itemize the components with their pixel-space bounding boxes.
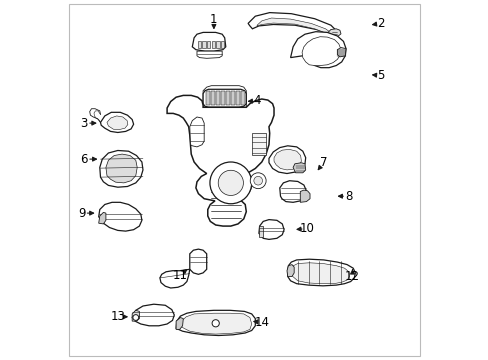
Polygon shape: [216, 41, 219, 48]
Circle shape: [133, 315, 139, 320]
Polygon shape: [211, 91, 214, 105]
Polygon shape: [292, 163, 305, 173]
Polygon shape: [300, 190, 309, 202]
Text: 1: 1: [210, 13, 217, 26]
Polygon shape: [205, 91, 209, 105]
Text: 14: 14: [254, 316, 269, 329]
Polygon shape: [258, 226, 263, 237]
Circle shape: [250, 173, 265, 189]
Polygon shape: [211, 41, 215, 48]
Text: 5: 5: [377, 69, 384, 82]
Polygon shape: [273, 149, 301, 170]
Polygon shape: [167, 95, 273, 226]
Circle shape: [209, 162, 251, 204]
Polygon shape: [101, 112, 133, 132]
Text: 11: 11: [172, 269, 187, 282]
Polygon shape: [257, 18, 331, 34]
Polygon shape: [100, 150, 142, 187]
Polygon shape: [132, 310, 139, 321]
Polygon shape: [247, 13, 337, 37]
Polygon shape: [225, 91, 229, 105]
Polygon shape: [203, 86, 246, 108]
Text: 4: 4: [253, 94, 260, 107]
Polygon shape: [290, 32, 346, 68]
Polygon shape: [160, 269, 189, 288]
Polygon shape: [203, 89, 246, 107]
Text: 9: 9: [78, 207, 85, 220]
Polygon shape: [192, 32, 225, 51]
Polygon shape: [197, 51, 222, 58]
Polygon shape: [302, 37, 340, 66]
Polygon shape: [241, 91, 244, 105]
Polygon shape: [236, 91, 239, 105]
Polygon shape: [202, 41, 205, 48]
Polygon shape: [216, 91, 219, 105]
Circle shape: [218, 170, 243, 195]
Polygon shape: [279, 181, 306, 202]
Polygon shape: [132, 304, 174, 326]
Polygon shape: [189, 117, 204, 147]
Text: 2: 2: [377, 17, 384, 30]
Circle shape: [253, 176, 262, 185]
Polygon shape: [106, 154, 137, 183]
Text: 13: 13: [110, 310, 125, 323]
Text: 12: 12: [345, 270, 359, 283]
Polygon shape: [189, 249, 206, 274]
Polygon shape: [337, 48, 346, 57]
Polygon shape: [231, 91, 234, 105]
Polygon shape: [327, 29, 340, 38]
Polygon shape: [197, 41, 201, 48]
Polygon shape: [291, 263, 349, 284]
Polygon shape: [268, 146, 305, 174]
Polygon shape: [258, 220, 284, 239]
Text: 8: 8: [345, 190, 352, 203]
Text: 10: 10: [300, 222, 314, 235]
Text: 7: 7: [319, 156, 327, 169]
Polygon shape: [252, 133, 265, 155]
Circle shape: [212, 320, 219, 327]
Polygon shape: [221, 41, 224, 48]
Polygon shape: [99, 202, 142, 231]
Polygon shape: [99, 212, 106, 224]
Text: 3: 3: [81, 117, 88, 130]
Polygon shape: [176, 310, 255, 336]
Polygon shape: [287, 259, 355, 286]
Polygon shape: [206, 41, 210, 48]
Polygon shape: [181, 313, 251, 334]
Polygon shape: [221, 91, 224, 105]
Polygon shape: [176, 318, 183, 329]
Polygon shape: [107, 116, 127, 130]
Text: 6: 6: [81, 153, 88, 166]
Polygon shape: [286, 265, 294, 276]
